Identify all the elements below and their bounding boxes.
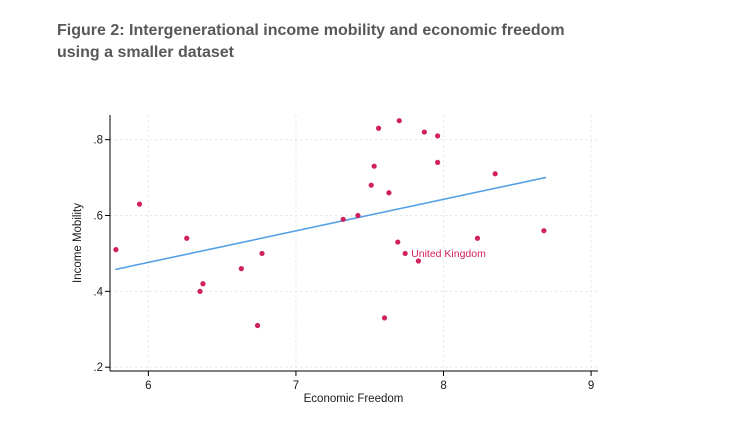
y-tick-label: .8 [93, 135, 103, 147]
data-point [435, 159, 441, 166]
point-label-united-kingdom: United Kingdom [411, 248, 486, 260]
data-point [184, 235, 190, 241]
data-point [492, 171, 498, 177]
data-point [197, 288, 203, 294]
data-point [396, 118, 402, 124]
y-tick-label: .2 [93, 362, 103, 374]
axes [109, 115, 598, 372]
figure-title-line1: Figure 2: Intergenerational income mobil… [57, 22, 565, 39]
y-tick-label: .6 [93, 211, 103, 223]
trend-line-layer [115, 176, 547, 271]
x-tick-label: 6 [145, 380, 151, 392]
data-point [415, 258, 422, 264]
x-tick-label: 9 [588, 380, 594, 392]
data-point [474, 235, 481, 241]
x-axis-title: Economic Freedom [303, 393, 404, 405]
data-point [421, 129, 427, 135]
data-point [340, 216, 346, 222]
data-point-united-kingdom [402, 250, 408, 257]
data-point [375, 125, 382, 131]
data-point [355, 212, 361, 219]
data-point [136, 201, 143, 207]
data-point [113, 247, 119, 253]
gridlines [110, 115, 597, 371]
data-point [238, 266, 244, 272]
data-point [259, 250, 265, 257]
x-tick-label: 7 [293, 380, 299, 392]
data-point [368, 182, 374, 188]
tick-marks-and-labels: 6 7 8 9 .2 .4 .6 .8 [93, 135, 594, 392]
scatter-points: United Kingdom [113, 118, 547, 329]
data-point [386, 190, 392, 196]
y-tick-label: .4 [93, 286, 103, 298]
x-tick-label: 8 [440, 380, 446, 392]
data-point [395, 239, 401, 245]
data-point [381, 315, 388, 321]
data-point [541, 228, 547, 234]
data-point [200, 281, 206, 287]
figure-title: Figure 2: Intergenerational income mobil… [57, 20, 717, 64]
trend-line [115, 176, 547, 271]
figure-title-line2: using a smaller dataset [57, 44, 234, 61]
data-point [371, 163, 377, 169]
data-point [435, 133, 441, 139]
data-point [254, 322, 261, 329]
